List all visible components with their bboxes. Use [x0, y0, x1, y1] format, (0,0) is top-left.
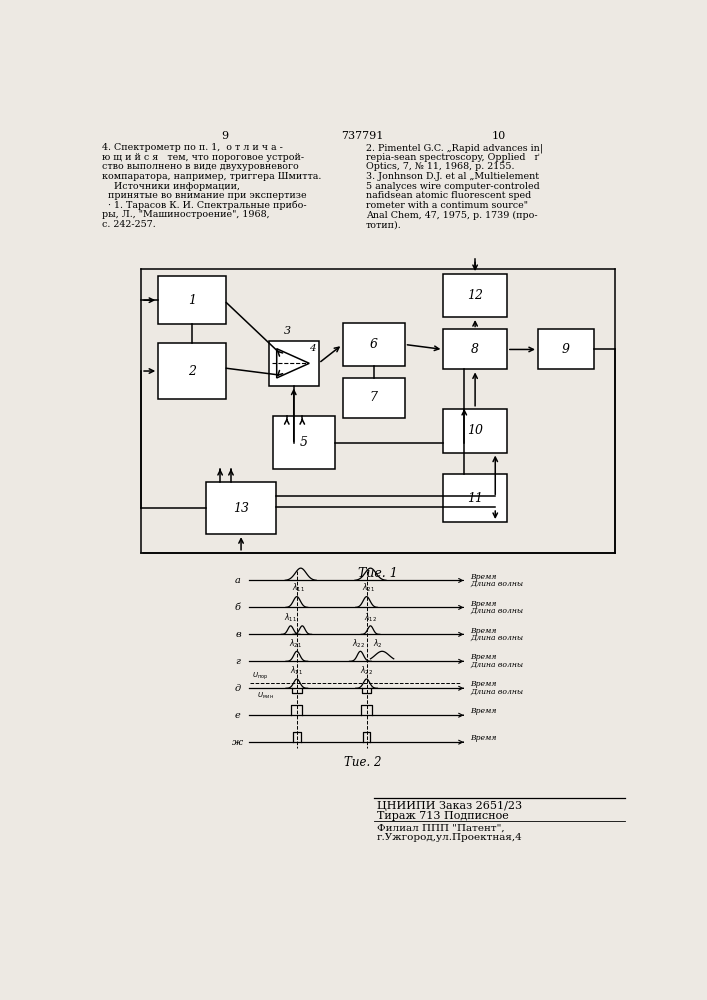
Text: 2: 2: [188, 365, 197, 378]
Bar: [273, 416, 335, 469]
Text: Длина волны: Длина волны: [470, 688, 524, 696]
Text: 5: 5: [300, 436, 308, 449]
Text: тотип).: тотип).: [366, 220, 402, 229]
Text: $\lambda_{22}$: $\lambda_{22}$: [360, 665, 373, 677]
Text: $\lambda_{12}$: $\lambda_{12}$: [364, 612, 377, 624]
Text: г: г: [235, 657, 240, 666]
Text: 3: 3: [284, 326, 291, 336]
Text: 4: 4: [309, 344, 315, 353]
Text: ж: ж: [233, 738, 243, 747]
Text: Источники информации,: Источники информации,: [103, 182, 240, 191]
Text: 9: 9: [562, 343, 570, 356]
Bar: [443, 329, 507, 369]
Bar: [443, 274, 507, 317]
Text: $\lambda_{11}$: $\lambda_{11}$: [292, 582, 305, 594]
Text: Optics, 7, № 11, 1968, p. 2155.: Optics, 7, № 11, 1968, p. 2155.: [366, 162, 514, 171]
Text: ство выполнено в виде двухуровневого: ство выполнено в виде двухуровневого: [103, 162, 299, 171]
Text: Время: Время: [470, 734, 497, 742]
Text: Время: Время: [470, 600, 497, 608]
Text: $U_{\text{мин}}$: $U_{\text{мин}}$: [257, 691, 274, 701]
Text: ры, Л., "Машиностроение", 1968,: ры, Л., "Машиностроение", 1968,: [103, 210, 270, 219]
Text: 1: 1: [188, 294, 197, 307]
Text: $\lambda_2$: $\lambda_2$: [373, 637, 383, 650]
Text: 10: 10: [467, 424, 483, 437]
Text: rometer with a contimum source": rometer with a contimum source": [366, 201, 528, 210]
Text: 6: 6: [370, 338, 378, 351]
Text: Время: Время: [470, 707, 497, 715]
Text: Тираж 713 Подписное: Тираж 713 Подписное: [377, 811, 508, 821]
Text: Длина волны: Длина волны: [470, 661, 524, 669]
Text: Τие. 2: Τие. 2: [344, 756, 381, 769]
Bar: [343, 323, 404, 366]
Bar: [443, 474, 507, 522]
Bar: [269, 341, 319, 386]
Text: Филиал ППП "Патент",: Филиал ППП "Патент",: [377, 824, 504, 833]
Text: принятые во внимание при экспертизе: принятые во внимание при экспертизе: [103, 191, 307, 200]
Text: 5 analyces wire computer-controled: 5 analyces wire computer-controled: [366, 182, 539, 191]
Text: 13: 13: [233, 502, 249, 515]
Text: в: в: [235, 630, 241, 639]
Text: 4. Спектрометр по п. 1,  о т л и ч а -: 4. Спектрометр по п. 1, о т л и ч а -: [103, 143, 284, 152]
Text: $\lambda_{11}$: $\lambda_{11}$: [284, 612, 297, 624]
Text: Τие. 1: Τие. 1: [358, 567, 398, 580]
Text: 11: 11: [467, 492, 483, 505]
Text: Длина волны: Длина волны: [470, 580, 524, 588]
Bar: [538, 329, 594, 369]
Text: 3. Jonhnson D.J. et al „Multielement: 3. Jonhnson D.J. et al „Multielement: [366, 172, 539, 181]
Text: $U_{\text{пор}}$: $U_{\text{пор}}$: [252, 670, 268, 682]
Text: 2. Pimentel G.C. „Rapid advances in|: 2. Pimentel G.C. „Rapid advances in|: [366, 143, 543, 153]
Text: Время: Время: [470, 680, 497, 688]
Text: а: а: [235, 576, 241, 585]
Text: 9: 9: [221, 131, 228, 141]
Text: Время: Время: [470, 627, 497, 635]
Text: $\lambda_{21}$: $\lambda_{21}$: [288, 637, 302, 650]
Text: repia-sean spectroscopy, Opplied   ґ: repia-sean spectroscopy, Opplied ґ: [366, 153, 539, 162]
Text: Длина волны: Длина волны: [470, 607, 524, 615]
Text: ю щ и й с я   тем, что пороговое устрой-: ю щ и й с я тем, что пороговое устрой-: [103, 153, 305, 162]
Text: Anal Chem, 47, 1975, p. 1739 (про-: Anal Chem, 47, 1975, p. 1739 (про-: [366, 210, 537, 220]
Text: 8: 8: [471, 343, 479, 356]
Text: г.Ужгород,ул.Проектная,4: г.Ужгород,ул.Проектная,4: [377, 833, 522, 842]
Bar: [206, 482, 276, 534]
Text: компаратора, например, триггера Шмитта.: компаратора, например, триггера Шмитта.: [103, 172, 322, 181]
Text: Длина волны: Длина волны: [470, 634, 524, 642]
Bar: [158, 343, 226, 399]
Bar: [343, 378, 404, 418]
Text: Время: Время: [470, 573, 497, 581]
Bar: [158, 276, 226, 324]
Text: nafidsean atomic fluorescent sped: nafidsean atomic fluorescent sped: [366, 191, 531, 200]
Text: 10: 10: [492, 131, 506, 141]
Text: 737791: 737791: [341, 131, 383, 141]
Text: Время: Время: [470, 653, 497, 661]
Bar: [443, 409, 507, 453]
Text: с. 242-257.: с. 242-257.: [103, 220, 156, 229]
Text: б: б: [235, 603, 241, 612]
Text: е: е: [235, 711, 241, 720]
Text: · 1. Тарасов К. И. Спектральные прибо-: · 1. Тарасов К. И. Спектральные прибо-: [103, 201, 307, 210]
Text: 7: 7: [370, 391, 378, 404]
Text: $\lambda_{11}$: $\lambda_{11}$: [291, 665, 303, 677]
Text: $\lambda_{22}$: $\lambda_{22}$: [352, 637, 366, 650]
Text: д: д: [235, 684, 241, 693]
Text: $\lambda_{21}$: $\lambda_{21}$: [361, 582, 375, 594]
Text: ЦНИИПИ Заказ 2651/23: ЦНИИПИ Заказ 2651/23: [377, 801, 522, 811]
Text: 12: 12: [467, 289, 483, 302]
